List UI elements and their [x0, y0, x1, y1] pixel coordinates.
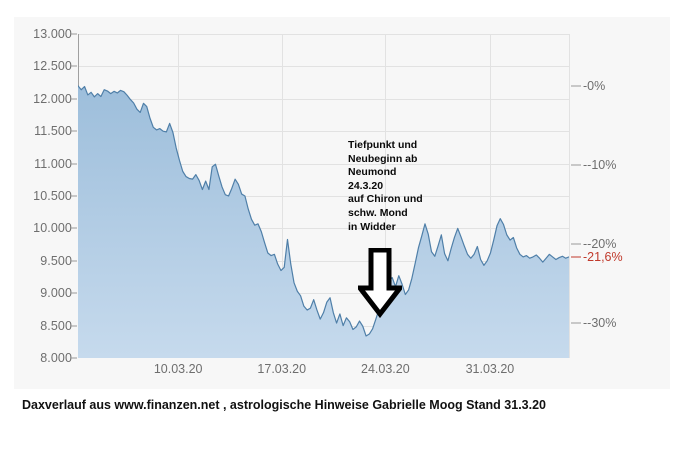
gridline-horizontal: [78, 228, 569, 230]
y-axis-left: 13.000 12.500 12.000 11.500 11.000 10.500 10.0…: [14, 27, 77, 365]
current-percent-label: -21,6%: [583, 249, 623, 264]
gridline-horizontal: [78, 196, 569, 197]
y-tick-mark: [71, 292, 77, 294]
percent-tick-mark: [571, 164, 581, 166]
chart-panel: 13.000 12.500 12.000 11.500 11.000 10.500 10.0…: [14, 17, 670, 389]
annotation-line: auf Chiron und: [348, 193, 423, 206]
y-tick-label: 11.000: [34, 156, 72, 171]
y-tick-mark: [71, 163, 77, 165]
y-axis-right-percent: -0% --10% --20% --30% -21,6%: [569, 34, 669, 358]
line-stroke: [78, 85, 569, 337]
percent-tick-label: --10%: [583, 158, 617, 173]
y-tick-mark: [71, 130, 77, 132]
percent-tick-label: -0%: [583, 79, 606, 94]
gridline-vertical: [385, 34, 387, 358]
annotation-text-block: Tiefpunkt und Neubeginn ab Neumond 24.3.20 a…: [348, 139, 458, 234]
percent-tick-label: --20%: [583, 237, 617, 252]
y-tick-label: 8.000: [40, 351, 72, 365]
y-tick-mark: [71, 260, 77, 262]
gridline-horizontal: [78, 98, 569, 100]
down-arrow-icon: [358, 248, 402, 318]
y-tick-label: 13.000: [33, 27, 72, 41]
gridline-horizontal: [78, 34, 569, 35]
y-tick-mark: [71, 195, 77, 197]
y-tick-mark: [71, 357, 77, 359]
x-tick-label: 24.03.20: [361, 362, 410, 376]
y-tick-label: 10.500: [33, 189, 72, 203]
annotation-line: Tiefpunkt und: [348, 139, 418, 151]
x-tick-label: 17.03.20: [257, 362, 307, 376]
percent-tick-mark: [571, 243, 581, 245]
y-tick-mark: [71, 325, 77, 327]
percent-tick-label: --30%: [583, 316, 617, 331]
plot-area: [78, 34, 570, 358]
y-tick-mark: [71, 65, 77, 67]
current-percent-mark: [571, 256, 581, 258]
dax-area-series: [78, 85, 569, 358]
y-tick-label: 12.000: [33, 91, 72, 106]
gridline-horizontal: [78, 293, 569, 295]
y-tick-label: 10.000: [33, 221, 72, 236]
y-tick-mark: [71, 33, 77, 35]
source-caption: Daxverlauf aus www.finanzen.net , astrol…: [22, 398, 546, 412]
annotation-line: Neubeginn ab: [348, 152, 418, 165]
area-fill: [78, 85, 569, 358]
y-tick-label: 8.500: [40, 318, 72, 333]
y-tick-label: 11.500: [34, 124, 72, 139]
annotation-line: Neumond: [348, 166, 397, 179]
percent-tick-mark: [571, 322, 581, 324]
gridline-vertical: [281, 34, 283, 358]
x-tick-label: 31.03.20: [465, 362, 515, 376]
gridline-horizontal: [78, 131, 569, 133]
annotation-line: schw. Mond: [348, 206, 408, 219]
gridline-vertical: [569, 34, 570, 358]
annotation-line: in Widder: [348, 220, 396, 233]
gridline-vertical: [489, 34, 491, 358]
gridline-horizontal: [78, 66, 569, 68]
x-tick-label: 10.03.20: [153, 362, 203, 376]
gridline-horizontal: [78, 163, 569, 165]
y-tick-mark: [71, 227, 77, 229]
x-axis-labels: 10.03.20 17.03.20 24.03.20 31.03.20: [78, 362, 569, 384]
y-tick-label: 9.000: [40, 286, 72, 301]
annotation-line: 24.3.20: [348, 179, 384, 192]
gridline-horizontal: [78, 260, 569, 262]
percent-tick-mark: [571, 85, 581, 87]
y-tick-label: 9.500: [40, 253, 72, 268]
y-tick-mark: [71, 98, 77, 100]
y-tick-label: 12.500: [33, 59, 72, 74]
